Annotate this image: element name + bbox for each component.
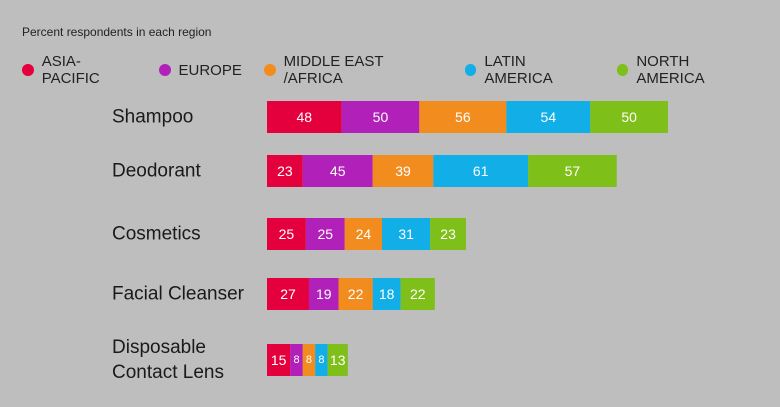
value-label-disposable-contact-lens-north-america: 13 — [330, 352, 346, 368]
value-label-facial-cleanser-asia-pacific: 27 — [280, 286, 296, 302]
value-label-deodorant-asia-pacific: 23 — [277, 163, 293, 179]
bar-shampoo-asia-pacific — [267, 101, 342, 133]
value-label-cosmetics-latin-america: 31 — [398, 226, 414, 242]
bar-facial-cleanser-middle-east-africa — [338, 278, 373, 310]
legend-item-latin-america: LATIN AMERICA — [464, 53, 595, 87]
value-label-cosmetics-europe: 25 — [317, 226, 333, 242]
value-label-cosmetics-north-america: 23 — [440, 226, 456, 242]
legend-label-asia-pacific: ASIA-PACIFIC — [41, 53, 100, 87]
legend-label-latin-america: LATIN AMERICA — [484, 53, 553, 87]
legend-item-europe: EUROPE — [158, 61, 242, 79]
bar-facial-cleanser-north-america — [400, 278, 435, 310]
bar-disposable-contact-lens-middle-east-africa — [302, 344, 316, 376]
value-label-facial-cleanser-middle-east-africa: 22 — [348, 286, 364, 302]
legend-item-north-america: NORTH AMERICA — [616, 53, 758, 87]
legend-swatch-middle-east-africa — [263, 64, 276, 76]
value-label-cosmetics-asia-pacific: 25 — [279, 226, 295, 242]
bar-cosmetics-europe — [305, 218, 345, 250]
bar-cosmetics-asia-pacific — [267, 218, 306, 250]
category-label-disposable-contact-lens-line-1: Disposable — [112, 337, 206, 358]
category-label-shampoo: Shampoo — [112, 107, 193, 128]
category-label-disposable-contact-lens-line-2: Contact Lens — [112, 362, 224, 383]
legend-swatch-europe — [158, 64, 171, 76]
value-label-shampoo-europe: 50 — [373, 109, 389, 125]
bar-deodorant-latin-america — [433, 155, 529, 187]
legend-item-middle-east-africa: MIDDLE EAST /AFRICA — [263, 53, 443, 87]
bar-cosmetics-latin-america — [382, 218, 431, 250]
value-label-disposable-contact-lens-middle-east-africa: 8 — [306, 354, 312, 366]
bar-shampoo-europe — [341, 101, 420, 133]
legend-label-north-america: NORTH AMERICA — [636, 53, 705, 87]
value-label-shampoo-latin-america: 54 — [541, 109, 557, 125]
legend-swatch-latin-america — [464, 64, 477, 76]
bar-disposable-contact-lens-latin-america — [315, 344, 328, 376]
chart-subtitle: Percent respondents in each region — [22, 25, 212, 39]
bar-deodorant-europe — [302, 155, 373, 187]
category-label-facial-cleanser: Facial Cleanser — [112, 284, 245, 305]
legend-label-middle-east-africa: MIDDLE EAST /AFRICA — [283, 53, 384, 87]
value-label-facial-cleanser-north-america: 22 — [410, 286, 426, 302]
value-label-deodorant-europe: 45 — [330, 163, 346, 179]
value-label-shampoo-middle-east-africa: 56 — [455, 109, 471, 125]
bar-disposable-contact-lens-europe — [290, 344, 303, 376]
bar-cosmetics-north-america — [430, 218, 466, 250]
category-label-deodorant: Deodorant — [112, 161, 201, 182]
legend-swatch-asia-pacific — [22, 64, 34, 76]
bar-facial-cleanser-asia-pacific — [267, 278, 309, 310]
bar-shampoo-latin-america — [506, 101, 591, 133]
bar-deodorant-north-america — [528, 155, 617, 187]
bar-deodorant-middle-east-africa — [372, 155, 434, 187]
value-label-disposable-contact-lens-latin-america: 8 — [318, 354, 324, 366]
value-label-deodorant-latin-america: 61 — [473, 163, 489, 179]
legend-label-europe: EUROPE — [178, 61, 242, 79]
legend-swatch-north-america — [616, 64, 629, 76]
bar-cosmetics-middle-east-africa — [344, 218, 383, 250]
value-label-deodorant-north-america: 57 — [565, 163, 581, 179]
value-label-cosmetics-middle-east-africa: 24 — [356, 226, 372, 242]
bar-shampoo-north-america — [590, 101, 668, 133]
bar-shampoo-middle-east-africa — [419, 101, 507, 133]
value-label-disposable-contact-lens-europe: 8 — [293, 354, 299, 366]
legend-item-asia-pacific: ASIA-PACIFIC — [22, 53, 137, 87]
chart-legend: ASIA-PACIFIC EUROPE MIDDLE EAST /AFRICA LAT… — [22, 53, 780, 87]
bar-facial-cleanser-latin-america — [372, 278, 401, 310]
category-label-cosmetics: Cosmetics — [112, 224, 201, 245]
value-label-facial-cleanser-europe: 19 — [316, 286, 332, 302]
bar-disposable-contact-lens-north-america — [327, 344, 348, 376]
value-label-shampoo-asia-pacific: 48 — [297, 109, 313, 125]
bar-disposable-contact-lens-asia-pacific — [267, 344, 291, 376]
bar-facial-cleanser-europe — [308, 278, 339, 310]
value-label-shampoo-north-america: 50 — [621, 109, 637, 125]
bar-deodorant-asia-pacific — [267, 155, 303, 187]
value-label-deodorant-middle-east-africa: 39 — [395, 163, 411, 179]
value-label-facial-cleanser-latin-america: 18 — [379, 286, 395, 302]
value-label-disposable-contact-lens-asia-pacific: 15 — [271, 352, 287, 368]
